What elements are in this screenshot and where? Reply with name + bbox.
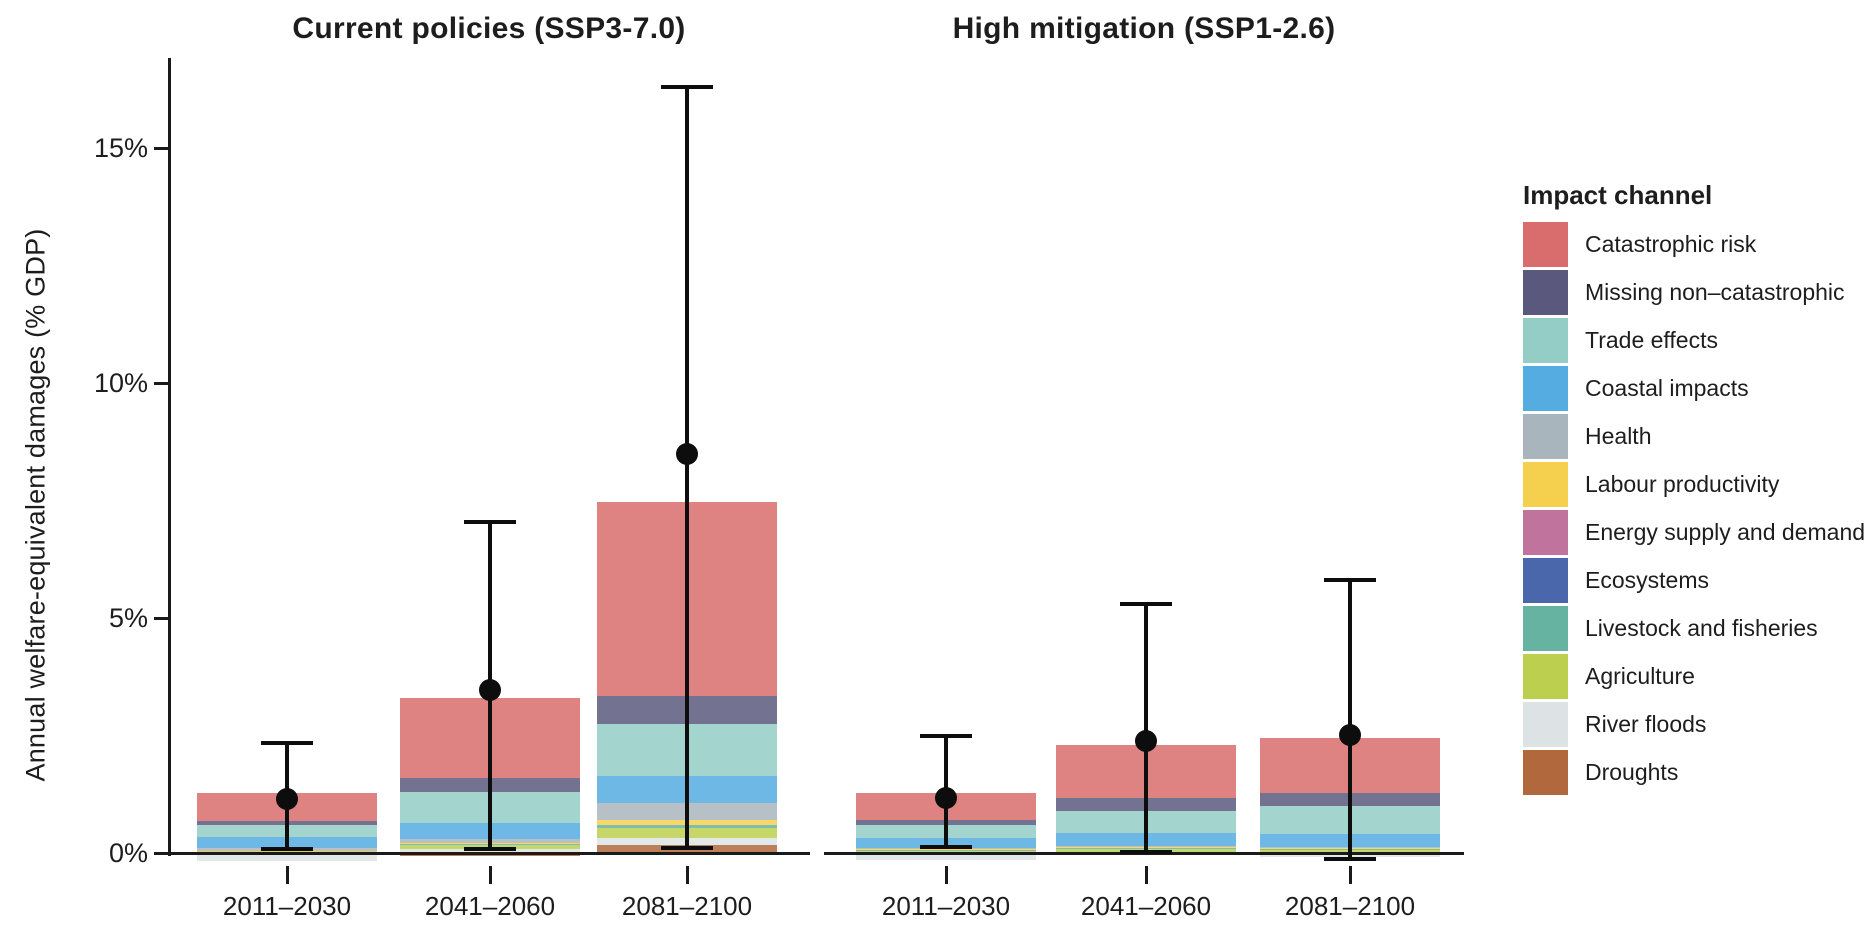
error-bar-cap-top xyxy=(261,741,313,746)
y-axis-line xyxy=(168,58,171,856)
legend-swatch-trade xyxy=(1523,318,1568,363)
legend-label-river_floods: River floods xyxy=(1585,711,1707,737)
y-axis-title: Annual welfare-equivalent damages (% GDP… xyxy=(20,228,51,782)
error-bar-line xyxy=(1144,603,1148,853)
y-axis-tick xyxy=(154,851,168,855)
x-axis-tick-label: 2081–2100 xyxy=(1284,891,1416,921)
legend-label-livestock: Livestock and fisheries xyxy=(1585,615,1818,641)
legend-swatch-agriculture xyxy=(1523,654,1568,699)
y-axis-tick xyxy=(154,381,168,385)
x-axis-tick-label: 2081–2100 xyxy=(621,891,753,921)
error-bar-cap-top xyxy=(1120,601,1172,606)
x-axis-tick-label: 2041–2060 xyxy=(1080,891,1212,921)
legend-title: Impact channel xyxy=(1523,180,1713,210)
panel-title-high-mitigation: High mitigation (SSP1-2.6) xyxy=(952,12,1336,45)
error-bar-line xyxy=(1348,580,1352,859)
x-axis-tick xyxy=(1144,866,1148,884)
legend-swatch-catastrophic xyxy=(1523,222,1568,267)
error-bar-cap-top xyxy=(1324,578,1376,583)
x-axis-tick-label: 2011–2030 xyxy=(881,891,1011,921)
y-axis-tick-label: 15% xyxy=(93,133,148,163)
mean-dot xyxy=(1135,730,1157,753)
bar-segment-river_floods xyxy=(197,853,377,861)
mean-dot xyxy=(1339,723,1361,746)
x-axis-tick xyxy=(685,866,689,884)
mean-dot xyxy=(479,678,501,701)
x-axis-tick xyxy=(285,866,289,884)
error-bar-cap-top xyxy=(661,84,713,89)
bar-segment-river_floods xyxy=(856,853,1036,860)
legend-label-agriculture: Agriculture xyxy=(1585,663,1695,689)
bar-segment-labour xyxy=(856,849,1036,851)
legend-swatch-droughts xyxy=(1523,750,1568,795)
legend-label-catastrophic: Catastrophic risk xyxy=(1585,231,1757,257)
legend-swatch-health xyxy=(1523,414,1568,459)
mean-dot xyxy=(276,788,298,811)
y-axis-tick-label: 10% xyxy=(93,368,148,398)
x-axis-tick xyxy=(1348,866,1352,884)
error-bar-cap-bottom xyxy=(1324,856,1376,861)
error-bar-cap-top xyxy=(464,519,516,524)
legend-label-missing: Missing non–catastrophic xyxy=(1585,279,1845,305)
legend-swatch-river_floods xyxy=(1523,702,1568,747)
legend-swatch-energy xyxy=(1523,510,1568,555)
legend: Impact channel Catastrophic risk Missing … xyxy=(1523,180,1870,820)
bar-segment-droughts xyxy=(400,853,580,857)
error-bar-cap-bottom xyxy=(464,847,516,852)
x-axis-line xyxy=(168,851,810,855)
legend-label-energy: Energy supply and demand xyxy=(1585,519,1866,545)
mean-dot xyxy=(676,442,698,465)
x-axis-tick xyxy=(944,866,948,884)
bar-segment-livestock xyxy=(856,850,1036,852)
x-axis-tick-label: 2041–2060 xyxy=(424,891,556,921)
legend-swatch-missing xyxy=(1523,270,1568,315)
legend-label-droughts: Droughts xyxy=(1585,759,1679,785)
error-bar-cap-bottom xyxy=(920,844,972,849)
legend-label-trade: Trade effects xyxy=(1585,327,1718,353)
x-axis-tick-label: 2011–2030 xyxy=(222,891,352,921)
legend-label-health: Health xyxy=(1585,423,1652,449)
x-axis-tick xyxy=(488,866,492,884)
error-bar-cap-bottom xyxy=(1120,850,1172,855)
legend-swatch-coastal xyxy=(1523,366,1568,411)
legend-label-ecosystems: Ecosystems xyxy=(1585,567,1709,593)
legend-swatch-livestock xyxy=(1523,606,1568,651)
mean-dot xyxy=(935,787,957,809)
panel-title-current-policies: Current policies (SSP3-7.0) xyxy=(292,12,686,45)
y-axis-tick xyxy=(154,146,168,150)
legend-label-labour: Labour productivity xyxy=(1585,471,1780,497)
legend-swatch-labour xyxy=(1523,462,1568,507)
legend-label-coastal: Coastal impacts xyxy=(1585,375,1749,401)
y-axis-tick-label: 0% xyxy=(108,838,148,868)
error-bar-cap-bottom xyxy=(261,847,313,852)
legend-swatch-ecosystems xyxy=(1523,558,1568,603)
error-bar-cap-top xyxy=(920,734,972,739)
y-axis-tick-label: 5% xyxy=(108,603,148,633)
error-bar-line xyxy=(685,86,689,849)
error-bar-cap-bottom xyxy=(661,846,713,851)
y-axis-tick xyxy=(154,616,168,620)
